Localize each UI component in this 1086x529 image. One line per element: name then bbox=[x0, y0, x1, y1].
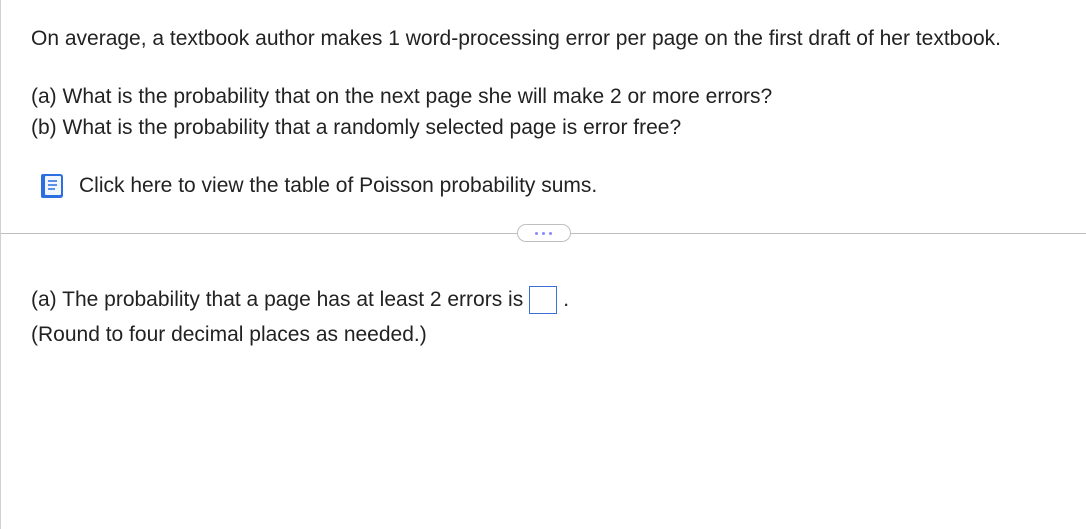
rounding-hint: (Round to four decimal places as needed.… bbox=[31, 323, 1056, 347]
question-a: (a) What is the probability that on the … bbox=[31, 82, 1056, 112]
problem-intro: On average, a textbook author makes 1 wo… bbox=[31, 24, 1056, 54]
question-b: (b) What is the probability that a rando… bbox=[31, 113, 1056, 143]
problem-questions: (a) What is the probability that on the … bbox=[31, 82, 1056, 143]
answer-line-a: (a) The probability that a page has at l… bbox=[31, 283, 1056, 317]
answer-input-a[interactable] bbox=[529, 286, 557, 314]
answer-prefix: (a) The probability that a page has at l… bbox=[31, 283, 523, 317]
table-link-text[interactable]: Click here to view the table of Poisson … bbox=[79, 174, 597, 198]
book-icon bbox=[37, 171, 67, 201]
answer-suffix: . bbox=[563, 283, 569, 317]
table-link-row[interactable]: Click here to view the table of Poisson … bbox=[37, 171, 1056, 201]
expand-toggle[interactable] bbox=[517, 224, 571, 242]
section-divider bbox=[1, 221, 1086, 245]
